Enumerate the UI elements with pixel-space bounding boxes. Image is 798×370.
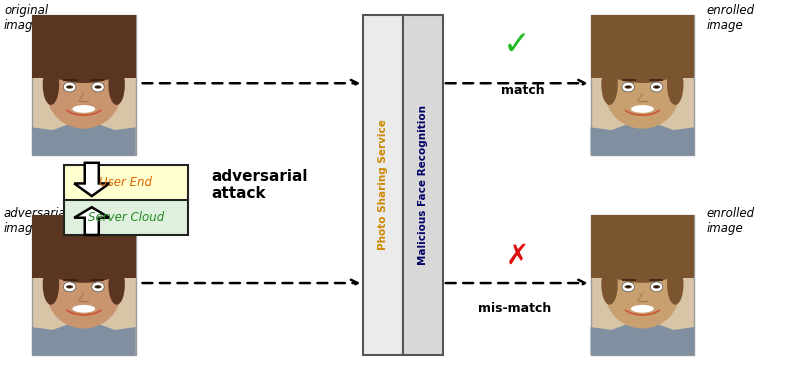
Ellipse shape — [46, 56, 121, 129]
Text: original
image: original image — [4, 4, 48, 32]
Bar — [32, 215, 136, 355]
Ellipse shape — [650, 82, 663, 92]
Ellipse shape — [622, 82, 634, 92]
Ellipse shape — [43, 265, 59, 305]
Circle shape — [653, 85, 660, 89]
Polygon shape — [32, 124, 136, 155]
Ellipse shape — [602, 265, 618, 305]
Bar — [403, 15, 443, 355]
Text: adversarial
image: adversarial image — [4, 207, 70, 235]
Circle shape — [66, 285, 73, 289]
Ellipse shape — [667, 65, 683, 105]
Circle shape — [654, 86, 658, 88]
Bar — [32, 215, 136, 278]
Circle shape — [654, 286, 658, 288]
Bar — [363, 15, 403, 355]
Circle shape — [96, 286, 100, 288]
Ellipse shape — [73, 105, 95, 113]
Polygon shape — [591, 324, 694, 355]
Bar — [626, 124, 658, 155]
Bar — [64, 200, 188, 235]
Circle shape — [68, 86, 72, 88]
Ellipse shape — [45, 50, 123, 83]
Circle shape — [94, 285, 101, 289]
Ellipse shape — [605, 56, 680, 129]
Text: User End: User End — [99, 176, 152, 189]
Bar — [591, 15, 694, 155]
Text: ✗: ✗ — [505, 241, 529, 269]
Ellipse shape — [602, 65, 618, 105]
Ellipse shape — [650, 282, 663, 292]
Circle shape — [96, 86, 100, 88]
Ellipse shape — [43, 65, 59, 105]
Ellipse shape — [631, 105, 654, 113]
Ellipse shape — [667, 265, 683, 305]
Bar — [591, 15, 694, 78]
Bar — [32, 15, 136, 78]
Ellipse shape — [109, 265, 124, 305]
Polygon shape — [74, 207, 109, 235]
Circle shape — [625, 85, 632, 89]
Circle shape — [94, 85, 101, 89]
Text: Photo Sharing Service: Photo Sharing Service — [378, 120, 388, 250]
Ellipse shape — [63, 82, 76, 92]
Ellipse shape — [63, 282, 76, 292]
Ellipse shape — [92, 282, 105, 292]
Ellipse shape — [603, 250, 681, 283]
Bar — [32, 15, 136, 155]
Bar — [591, 215, 694, 278]
Ellipse shape — [622, 282, 634, 292]
Text: enrolled
image: enrolled image — [706, 4, 754, 32]
Circle shape — [625, 285, 632, 289]
Polygon shape — [591, 124, 694, 155]
Ellipse shape — [46, 255, 121, 329]
Bar — [591, 215, 694, 355]
Circle shape — [626, 86, 630, 88]
Ellipse shape — [73, 305, 95, 313]
Bar — [68, 124, 99, 155]
Text: Malicious Face Recognition: Malicious Face Recognition — [418, 105, 428, 265]
Ellipse shape — [631, 305, 654, 313]
Ellipse shape — [605, 255, 680, 329]
Circle shape — [68, 286, 72, 288]
Text: adversarial
attack: adversarial attack — [211, 169, 308, 201]
Ellipse shape — [45, 250, 123, 283]
Text: Server Cloud: Server Cloud — [88, 211, 164, 224]
Polygon shape — [74, 163, 109, 196]
Ellipse shape — [109, 65, 124, 105]
Text: match: match — [501, 84, 544, 97]
Polygon shape — [32, 324, 136, 355]
Text: enrolled
image: enrolled image — [706, 207, 754, 235]
Ellipse shape — [603, 50, 681, 83]
Bar — [64, 165, 188, 235]
Bar — [68, 324, 99, 355]
Text: mis-match: mis-match — [478, 302, 551, 316]
Circle shape — [66, 85, 73, 89]
Ellipse shape — [92, 82, 105, 92]
Text: ✓: ✓ — [503, 28, 531, 61]
Bar — [64, 165, 188, 200]
Circle shape — [626, 286, 630, 288]
Circle shape — [653, 285, 660, 289]
Bar — [626, 324, 658, 355]
